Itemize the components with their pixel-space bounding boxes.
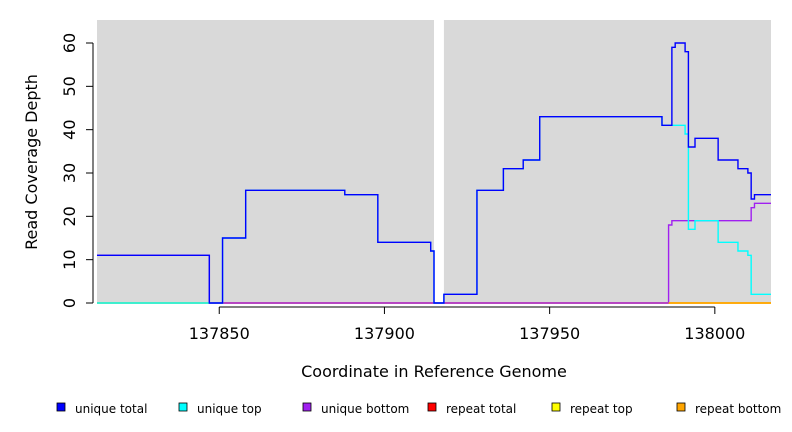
y-tick-label: 60: [60, 33, 79, 53]
y-tick-label: 30: [60, 163, 79, 183]
legend: unique total unique top unique bottom repea…: [56, 402, 781, 416]
legend-swatch: [551, 402, 561, 412]
legend-label: unique bottom: [321, 402, 409, 416]
y-tick-label: 20: [60, 206, 79, 226]
legend-label: unique top: [197, 402, 262, 416]
y-tick-label: 0: [60, 298, 79, 308]
legend-swatch: [427, 402, 437, 412]
x-tick-label: 137950: [519, 324, 580, 343]
x-axis-title: Coordinate in Reference Genome: [301, 362, 567, 381]
axes: 137850 137900 137950 138000 0 10 20 30 40 50 60: [60, 33, 745, 343]
legend-label: repeat bottom: [695, 402, 781, 416]
y-tick-label: 50: [60, 76, 79, 96]
x-tick-label: 137900: [354, 324, 415, 343]
legend-swatch: [56, 402, 66, 412]
x-tick-label: 138000: [684, 324, 745, 343]
x-tick-label: 137850: [189, 324, 250, 343]
background-region-0: [97, 20, 434, 303]
series-line-unique-total: [97, 42, 771, 304]
legend-swatch: [178, 402, 188, 412]
series-lines: [97, 42, 771, 304]
legend-label: unique total: [75, 402, 147, 416]
y-tick-label: 10: [60, 249, 79, 269]
legend-swatch: [302, 402, 312, 412]
y-tick-label: 40: [60, 119, 79, 139]
legend-label: repeat top: [570, 402, 633, 416]
legend-label: repeat total: [446, 402, 516, 416]
y-axis-title: Read Coverage Depth: [22, 74, 41, 250]
background-region-1: [443, 20, 771, 303]
legend-swatch: [676, 402, 686, 412]
